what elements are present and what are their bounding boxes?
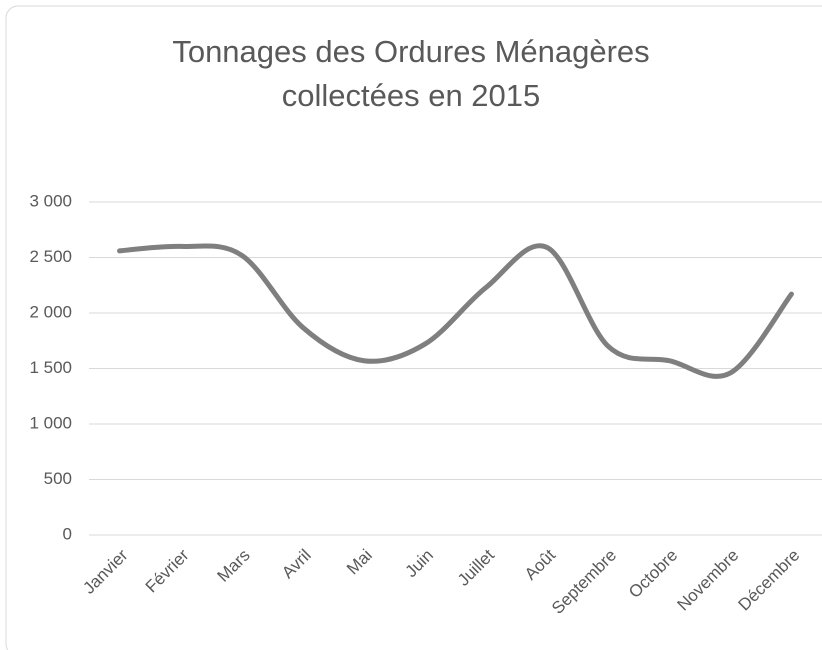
x-tick-label: Janvier (79, 545, 131, 597)
x-tick-label: Février (142, 545, 193, 596)
y-tick-label: 2 500 (29, 247, 72, 266)
x-tick-label: Septembre (548, 546, 620, 618)
chart-frame (5, 5, 822, 650)
chart-title: Tonnages des Ordures Ménagères collectée… (172, 34, 650, 113)
y-tick-label: 500 (44, 469, 72, 488)
x-tick-label: Octobre (625, 546, 681, 602)
y-tick-label: 3 000 (29, 191, 72, 210)
x-tick-label: Avril (278, 546, 315, 583)
x-tick-label: Novembre (673, 546, 742, 615)
y-tick-label: 1 500 (29, 358, 72, 377)
y-tick-label: 0 (63, 524, 72, 543)
x-tick-label: Mars (214, 546, 254, 586)
x-tick-label: Décembre (735, 546, 804, 615)
y-tick-label: 2 000 (29, 302, 72, 321)
x-tick-label: Juin (401, 546, 436, 581)
x-tick-label: Juillet (454, 545, 498, 589)
x-tick-label: Mai (343, 546, 376, 579)
line (117, 243, 794, 379)
x-tick-label: Août (521, 545, 559, 583)
y-tick-label: 1 000 (29, 413, 72, 432)
